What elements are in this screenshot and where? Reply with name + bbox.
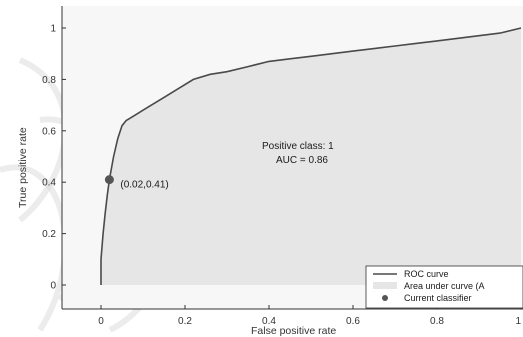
- legend-classifier-swatch: [382, 295, 388, 301]
- legend: ROC curve Area under curve (A Current cl…: [365, 265, 523, 309]
- y-tick-label: 0.6: [42, 126, 56, 137]
- legend-area-label: Area under curve (A: [404, 281, 485, 291]
- x-tick-label: 0.2: [178, 316, 192, 327]
- x-tick-label: 0.6: [346, 316, 360, 327]
- y-tick-label: 0.4: [42, 178, 56, 189]
- x-tick-label: 0.4: [262, 316, 276, 327]
- x-tick-label: 0.8: [430, 316, 444, 327]
- current-classifier-point: [104, 175, 114, 185]
- y-axis-title: True positive rate: [17, 127, 29, 208]
- x-tick-label: 1: [515, 316, 521, 327]
- x-axis-ticks: 0 0.2 0.4 0.6 0.8 1: [98, 305, 522, 327]
- legend-classifier-label: Current classifier: [404, 293, 472, 303]
- legend-roc-label: ROC curve: [404, 269, 449, 279]
- current-classifier-label: (0.02,0.41): [120, 180, 168, 191]
- x-axis-title: False positive rate: [251, 325, 336, 337]
- positive-class-annotation: Positive class: 1: [262, 141, 334, 152]
- y-tick-label: 0.2: [42, 229, 56, 240]
- y-tick-label: 0.8: [42, 75, 56, 86]
- legend-area-swatch: [373, 282, 397, 289]
- y-axis-ticks: 0 0.2 0.4 0.6 0.8 1: [42, 24, 66, 292]
- x-tick-label: 0: [98, 316, 104, 327]
- auc-annotation: AUC = 0.86: [276, 155, 328, 166]
- area-under-curve: [101, 28, 521, 285]
- y-tick-label: 1: [50, 24, 56, 35]
- y-tick-label: 0: [50, 281, 56, 292]
